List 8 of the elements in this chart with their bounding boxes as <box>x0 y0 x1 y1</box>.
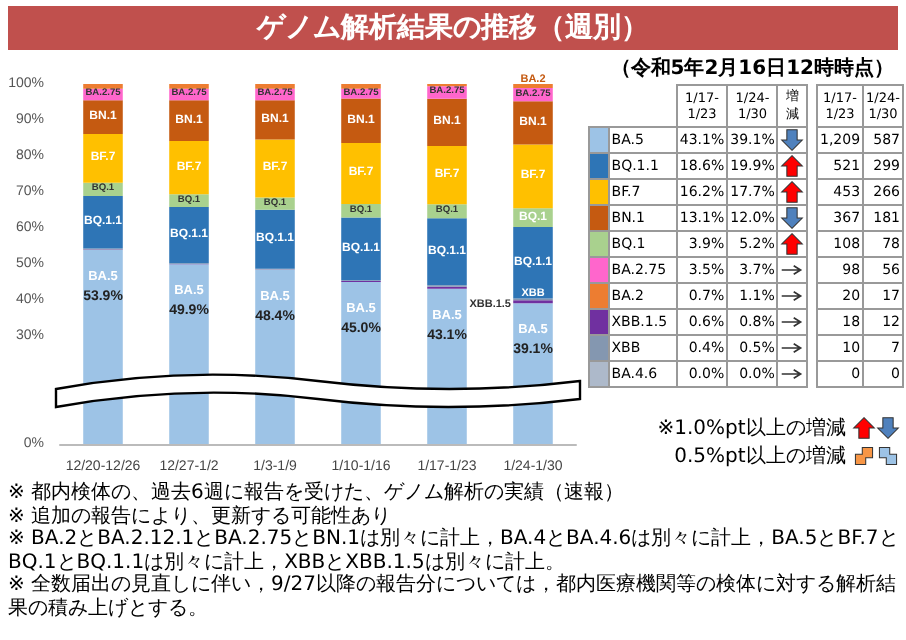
text: 0.5%pt以上の増減 <box>674 446 846 468</box>
text: ※ BA.2とBA.2.12.1とBA.2.75とBN.1は別々に計上，BA.4とBA.4.6は別々に計上，BA.5とBF.7とBQ.1とBQ.1.1は別々に計上，XBBとXBB.1.5は別々に計上。 <box>8 528 900 573</box>
text: （令和5年2月16日12時時点） <box>610 55 894 82</box>
text: ※1.0%pt以上の増減 <box>657 418 846 440</box>
text: ※ 全数届出の見直しに伴い，9/27以降の報告分については，都内医療機関等の検体に対する解析結果の積み上げとする。 <box>8 574 899 620</box>
text: ※ 都内検体の、過去6週に報告を受けた、ゲノム解析の実績（速報） <box>8 482 626 505</box>
chart-title: ゲノム解析結果の推移（週別） <box>8 6 898 50</box>
text: ※ 追加の報告により、更新する可能性あり <box>8 505 394 528</box>
